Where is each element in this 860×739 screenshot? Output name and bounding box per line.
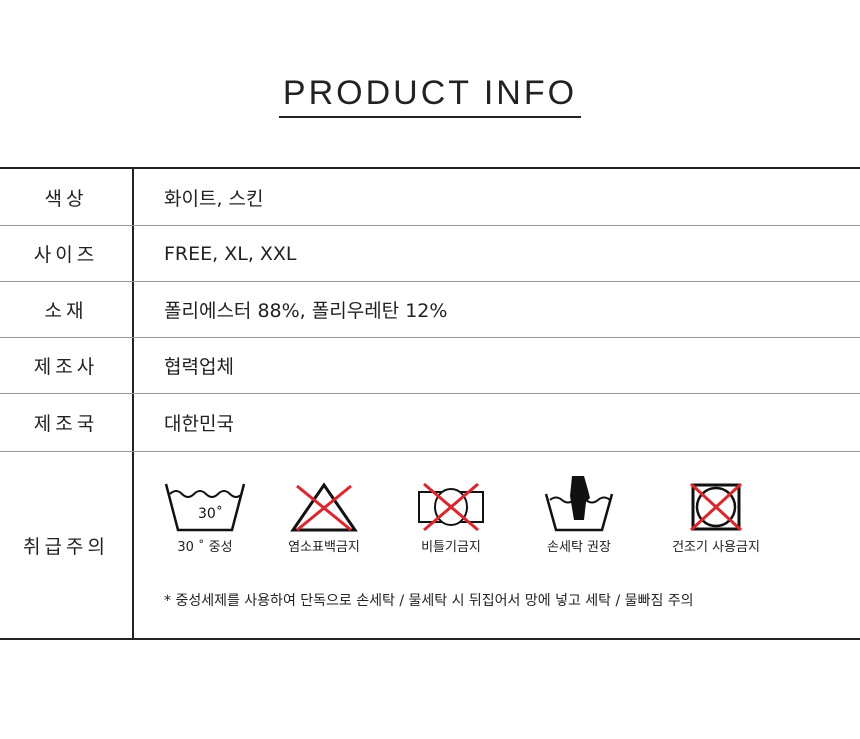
care-caption: 염소표백금지 xyxy=(288,540,360,555)
care-caption: 건조기 사용금지 xyxy=(672,540,760,555)
hand-wash-icon xyxy=(544,476,614,532)
row-label: 제조국 xyxy=(0,394,134,451)
table-row: 제조국 대한민국 xyxy=(0,394,860,452)
title-text: PRODUCT INFO xyxy=(278,74,582,118)
row-value: 협력업체 xyxy=(164,356,234,378)
row-value: 화이트, 스킨 xyxy=(164,187,264,210)
care-caption: 손세탁 권장 xyxy=(547,540,611,555)
row-value: 대한민국 xyxy=(164,413,234,435)
row-label: 사이즈 xyxy=(0,226,134,281)
row-label: 취급주의 xyxy=(0,452,134,638)
no-bleach-icon xyxy=(290,482,358,532)
table-row: 소재 폴리에스터 88%, 폴리우레탄 12% xyxy=(0,282,860,338)
row-label: 소재 xyxy=(0,282,134,337)
care-caption: 30 ˚ 중성 xyxy=(177,540,233,555)
care-item: 건조기 사용금지 xyxy=(661,482,771,555)
row-value: 폴리에스터 88%, 폴리우레탄 12% xyxy=(164,300,448,322)
row-label: 색상 xyxy=(0,169,134,225)
product-info-table: 색상 화이트, 스킨 사이즈 FREE, XL, XXL 소재 폴리에스터 88%, … xyxy=(0,167,860,640)
temp-label: 30˚ xyxy=(198,505,223,522)
no-tumble-dry-icon xyxy=(689,482,743,532)
care-item: 손세탁 권장 xyxy=(524,476,634,555)
table-row: 색상 화이트, 스킨 xyxy=(0,169,860,226)
row-label: 제조사 xyxy=(0,338,134,393)
page-title: PRODUCT INFO xyxy=(0,74,860,118)
no-wring-icon xyxy=(418,482,484,532)
care-row: 취급주의 30˚ 30 ˚ 중성 염소표백금지 비틀기금지 손세탁 권장 건조기… xyxy=(0,452,860,638)
care-item: 30˚ 30 ˚ 중성 xyxy=(150,482,260,555)
table-row: 제조사 협력업체 xyxy=(0,338,860,394)
care-caption: 비틀기금지 xyxy=(421,540,481,555)
row-value: FREE, XL, XXL xyxy=(164,242,297,265)
care-section: 30˚ 30 ˚ 중성 염소표백금지 비틀기금지 손세탁 권장 건조기 사용금지… xyxy=(134,452,860,638)
care-item: 비틀기금지 xyxy=(396,482,506,555)
care-note: * 중성세제를 사용하여 단독으로 손세탁 / 물세탁 시 뒤집어서 망에 넣고… xyxy=(164,593,694,609)
table-row: 사이즈 FREE, XL, XXL xyxy=(0,226,860,282)
wash-30-icon: 30˚ xyxy=(164,483,246,532)
care-item: 염소표백금지 xyxy=(269,482,379,555)
